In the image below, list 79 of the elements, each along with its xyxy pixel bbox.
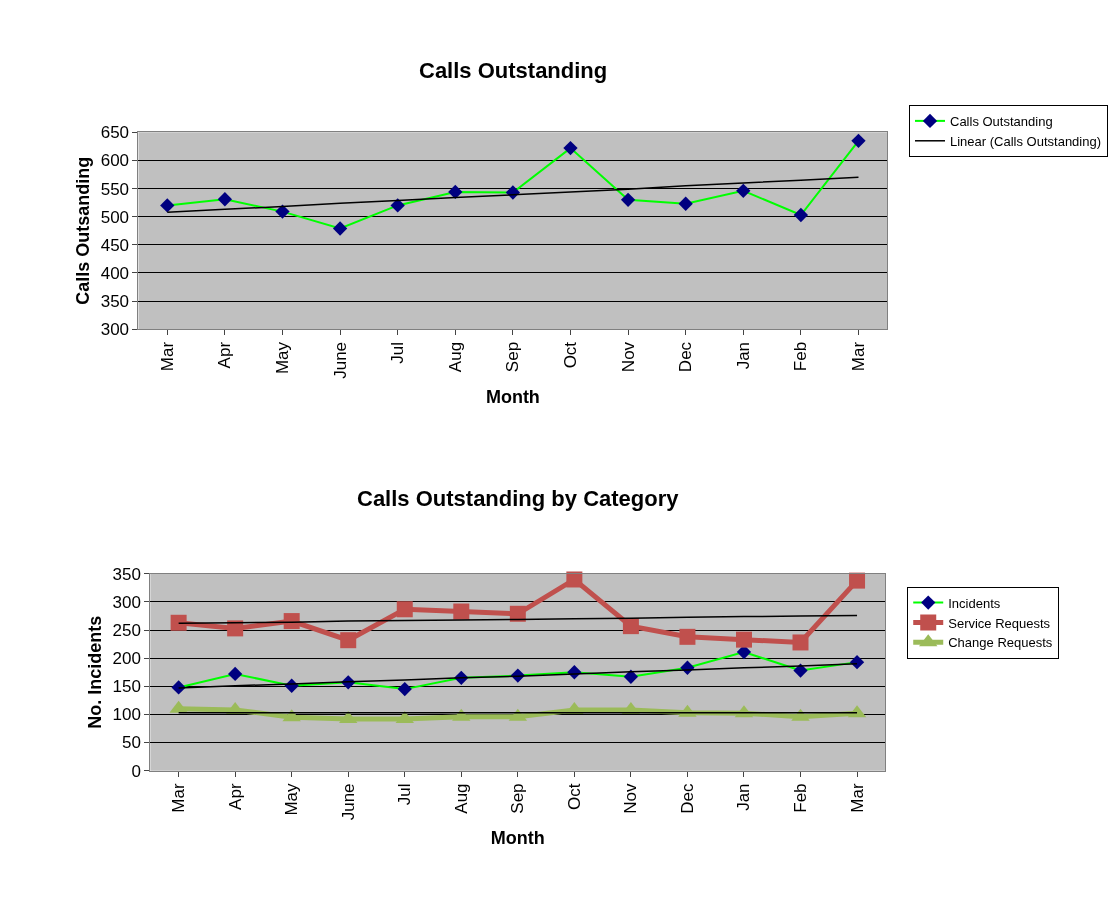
- legend-label: Incidents: [948, 595, 1001, 611]
- x-tick-label: Sep: [503, 341, 523, 373]
- x-tick-label: Dec: [677, 782, 697, 814]
- point: [792, 634, 809, 651]
- point: [217, 192, 233, 207]
- x-tick-label: Aug: [451, 783, 471, 814]
- x-tick-label: Nov: [621, 782, 641, 814]
- point: [736, 183, 751, 198]
- x-tick-label: Sep: [508, 783, 528, 814]
- point: [170, 614, 187, 631]
- point: [623, 669, 639, 684]
- y-tick-label: 400: [100, 263, 130, 283]
- legend-label: Change Requests: [948, 635, 1053, 651]
- y-tick-label: 350: [112, 564, 141, 584]
- x-tick-label: Jul: [395, 783, 415, 806]
- x-tick-label: Oct: [561, 341, 581, 369]
- x-tick-label: June: [330, 341, 350, 379]
- y-tick-label: 500: [100, 207, 130, 227]
- x-axis-title: Month: [485, 386, 540, 407]
- point: [453, 603, 470, 620]
- x-tick-label: May: [273, 341, 293, 375]
- y-axis-title: Calls Outsanding: [72, 156, 93, 305]
- x-tick-label: Apr: [215, 341, 235, 369]
- y-tick-label: 50: [122, 733, 141, 753]
- y-tick-label: 600: [100, 151, 130, 171]
- chart-title: Calls Outstanding: [419, 58, 608, 83]
- point: [397, 681, 412, 697]
- point: [620, 192, 636, 207]
- point: [332, 221, 348, 236]
- point: [160, 198, 175, 213]
- y-tick-label: 200: [112, 649, 141, 669]
- point: [563, 140, 578, 156]
- x-tick-label: Jan: [734, 783, 754, 811]
- y-tick-label: 0: [131, 761, 141, 781]
- y-tick-label: 250: [112, 621, 141, 641]
- x-tick-label: June: [338, 783, 358, 821]
- point: [340, 632, 357, 649]
- x-axis-title: Month: [490, 828, 545, 849]
- legend-label: Service Requests: [948, 615, 1051, 631]
- x-tick-label: Jan: [733, 341, 753, 370]
- x-tick-label: Oct: [564, 783, 584, 810]
- x-tick-label: Dec: [676, 341, 696, 373]
- point: [678, 196, 693, 211]
- y-tick-label: 300: [100, 320, 130, 340]
- point: [228, 666, 243, 682]
- y-tick-label: 150: [112, 677, 141, 697]
- x-tick-label: Mar: [847, 783, 867, 813]
- point: [396, 601, 413, 618]
- point: [390, 198, 405, 213]
- point: [793, 207, 809, 223]
- y-tick-label: 550: [100, 179, 130, 199]
- x-tick-label: Aug: [445, 341, 465, 373]
- point: [622, 618, 639, 635]
- x-tick-label: Feb: [791, 341, 811, 372]
- x-tick-label: Mar: [849, 341, 869, 372]
- y-tick-label: 300: [112, 592, 141, 612]
- point: [851, 133, 866, 148]
- point: [566, 571, 583, 588]
- point: [509, 605, 526, 622]
- y-tick-label: 450: [100, 235, 130, 255]
- chart-title: Calls Outstanding by Category: [357, 486, 680, 511]
- y-tick-label: 650: [100, 123, 130, 143]
- x-tick-label: Mar: [169, 783, 189, 813]
- legend-label: Linear (Calls Outstanding): [950, 133, 1102, 149]
- y-tick-label: 100: [112, 705, 141, 725]
- point: [849, 572, 866, 589]
- x-tick-label: Mar: [157, 341, 177, 372]
- x-tick-label: Feb: [791, 783, 811, 813]
- x-tick-label: Apr: [225, 783, 245, 810]
- legend-label: Calls Outstanding: [950, 113, 1053, 129]
- point: [448, 184, 463, 200]
- point: [679, 628, 696, 645]
- y-tick-label: 350: [100, 291, 130, 311]
- x-tick-label: May: [282, 782, 302, 816]
- point: [735, 631, 752, 648]
- point: [275, 204, 290, 219]
- x-tick-label: Jul: [388, 341, 408, 364]
- y-axis-title: No. Incidents: [84, 615, 105, 729]
- x-tick-label: Nov: [618, 341, 638, 373]
